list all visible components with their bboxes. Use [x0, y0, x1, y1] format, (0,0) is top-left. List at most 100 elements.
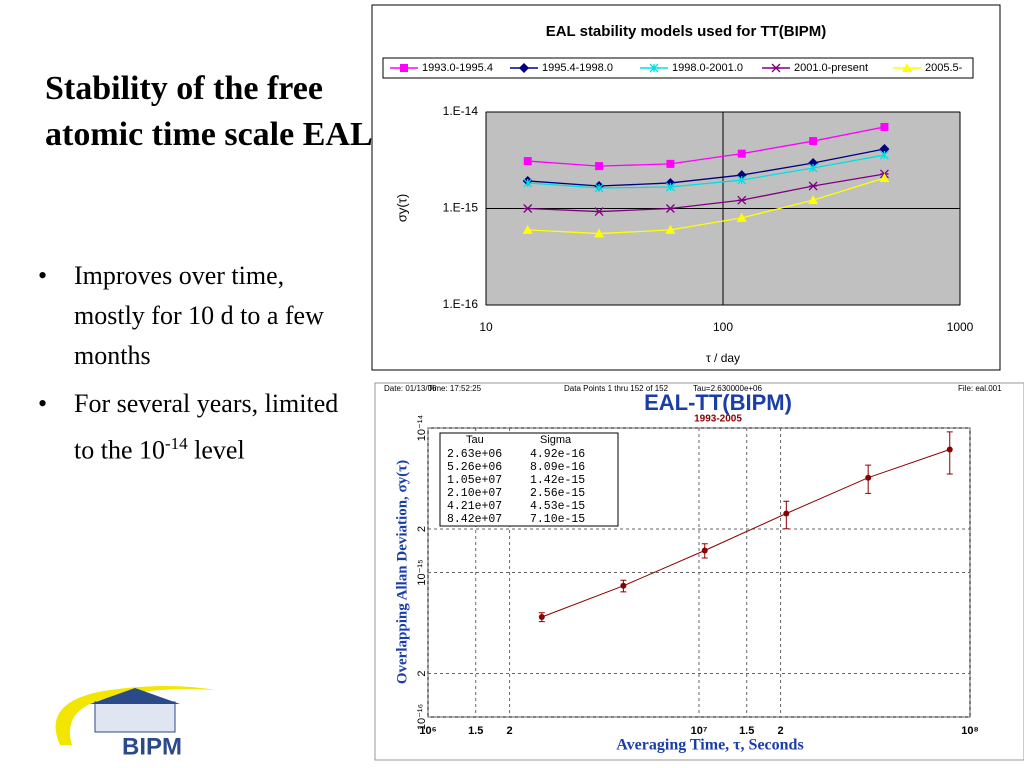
marker [665, 177, 676, 188]
marker [879, 143, 890, 154]
x-tick-label: 100 [713, 320, 733, 334]
series-line [527, 148, 885, 187]
legend-label: 1998.0-2001.0 [672, 62, 743, 74]
series-line [527, 154, 885, 189]
x-tick-label: 10 [479, 320, 493, 334]
point [620, 582, 627, 589]
bullet: For several years, limited to the 10-14 … [38, 384, 358, 471]
logo-swoosh [55, 686, 215, 745]
header-text: File: eal.001 [958, 384, 1002, 393]
marker [666, 159, 675, 168]
table-cell: 5.26e+06 [447, 461, 502, 474]
bullet: Improves over time, mostly for 10 d to a… [38, 256, 358, 376]
table-cell: 2.56e-15 [530, 487, 585, 500]
header-text: Tau=2.630000e+06 [693, 384, 763, 393]
marker [665, 204, 675, 213]
marker [595, 162, 604, 171]
y-tick-label: 10⁻¹⁶ [416, 704, 428, 730]
x-tick-label: 1000 [947, 320, 974, 334]
y-tick-label: 2 [416, 526, 428, 532]
marker [594, 183, 604, 193]
marker [523, 157, 532, 166]
point [783, 510, 790, 517]
bullet-text: level [187, 435, 245, 465]
point [538, 614, 545, 621]
series-line [527, 126, 885, 167]
point [701, 547, 708, 554]
chart-title: EAL stability models used for TT(BIPM) [546, 23, 827, 40]
marker [879, 150, 889, 160]
y-axis-label: Overlapping Allan Deviation, σy(τ) [394, 460, 410, 684]
bullet-text: Improves over time, mostly for 10 d to a… [74, 261, 324, 370]
marker [522, 224, 533, 234]
point [946, 446, 953, 453]
superscript: -14 [165, 434, 188, 453]
table-cell: 7.10e-15 [530, 513, 585, 526]
table-box [439, 432, 619, 527]
marker [519, 63, 529, 73]
table-cell: 8.42e+07 [447, 513, 502, 526]
header-text: Date: 01/13/06 [384, 384, 437, 393]
marker [665, 224, 676, 234]
x-tick-label: 1.5 [468, 725, 483, 737]
y-tick-label: 1.E-16 [443, 297, 479, 311]
marker [879, 173, 890, 183]
x-axis-label: Averaging Time, τ, Seconds [616, 737, 803, 754]
table-cell: 1.05e+07 [447, 474, 502, 487]
table-cell: 2.10e+07 [447, 487, 502, 500]
logo: BIPM [55, 686, 215, 760]
chart-subtitle: 1993-2005 [694, 414, 742, 425]
table-cell: 1.42e-15 [530, 474, 585, 487]
marker [649, 63, 659, 73]
y-tick-label: 10⁻¹⁴ [416, 415, 428, 442]
marker [809, 137, 818, 146]
marker [808, 195, 819, 205]
table-cell: 4.21e+07 [447, 500, 502, 513]
table-cell: 4.92e-16 [530, 448, 585, 461]
logo-roof [90, 688, 180, 704]
y-tick-label: 2 [416, 670, 428, 676]
legend-label: 2001.0-present [794, 62, 868, 74]
series-line [527, 177, 885, 235]
table-cell: 2.63e+06 [447, 448, 502, 461]
chart-title: EAL-TT(BIPM) [644, 390, 792, 415]
x-tick-label: 10⁸ [961, 725, 978, 737]
x-tick-label: 2 [507, 725, 513, 737]
marker [523, 178, 533, 188]
logo-text: BIPM [122, 733, 182, 760]
table-cell: 8.09e-16 [530, 461, 585, 474]
x-tick-label: 10⁶ [419, 725, 436, 737]
slide-title: Stability of the free atomic time scale … [45, 70, 373, 153]
marker [771, 63, 781, 73]
marker [902, 63, 912, 72]
header-text: Time: 17:52:25 [428, 384, 482, 393]
marker [400, 64, 408, 72]
x-tick-label: 10⁷ [691, 725, 708, 737]
line-chart: EAL stability models used for TT(BIPM) 19… [371, 4, 1001, 371]
y-tick-label: 10⁻¹⁵ [416, 559, 428, 585]
table-header: Sigma [540, 434, 572, 446]
logo-building [94, 701, 176, 733]
x-tick-label: 1.5 [739, 725, 754, 737]
y-axis-label: σy(τ) [394, 194, 409, 222]
point [865, 474, 872, 481]
header-text: Data Points 1 thru 152 of 152 [564, 384, 669, 393]
series-line [541, 449, 950, 618]
x-tick-label: 2 [778, 725, 784, 737]
marker [808, 163, 818, 173]
y-tick-label: 1.E-15 [443, 201, 479, 215]
bullet-list: Improves over time, mostly for 10 d to a… [38, 256, 358, 479]
x-axis-label: τ / day [706, 351, 740, 365]
marker [736, 212, 747, 222]
legend-label: 1993.0-1995.4 [422, 62, 493, 74]
marker [594, 207, 604, 217]
marker [737, 195, 747, 205]
legend-box [382, 57, 974, 79]
marker [737, 149, 746, 158]
marker [808, 181, 818, 191]
table-cell: 4.53e-15 [530, 500, 585, 513]
marker [737, 175, 747, 185]
